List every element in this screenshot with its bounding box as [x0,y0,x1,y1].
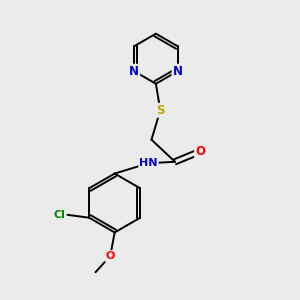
Text: O: O [195,145,205,158]
Text: HN: HN [139,158,158,168]
Text: O: O [106,251,115,261]
Text: N: N [172,65,183,78]
Text: S: S [156,104,165,117]
Text: Cl: Cl [54,210,66,220]
Text: N: N [129,65,139,78]
